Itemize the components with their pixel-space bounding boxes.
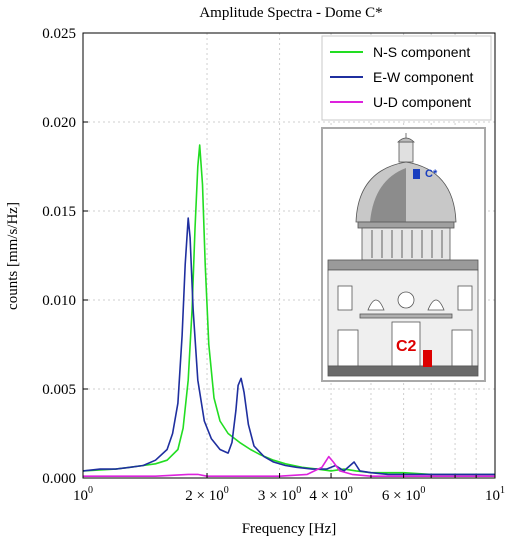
series-line-e-w-component [82,217,495,476]
sensor-c2-marker [423,350,432,367]
x-axis-label: Frequency [Hz] [242,521,337,537]
legend-label: E-W component [373,69,473,85]
x-tick-label: 2 × 100 [185,485,228,504]
sensor-c2-label: C2 [396,338,417,355]
y-tick-label: 0.005 [42,382,76,398]
dome-drawing [327,133,479,377]
y-axis-label: counts [mm/s/Hz] [5,202,21,310]
plot-frame [82,32,496,479]
x-tick-label: 101 [485,485,505,504]
legend-label: U-D component [373,94,471,110]
sensor-c-star-label: C* [425,168,438,180]
legend: N-S component E-W component U-D component [321,35,492,121]
sensor-c-star-marker [413,169,420,179]
x-tick-label: 4 × 100 [309,485,352,504]
y-tick-label: 0.025 [42,26,76,42]
legend-label: N-S component [373,44,470,60]
y-tick-label: 0.015 [42,204,76,220]
building-inset-image: C* C2 [321,127,486,382]
x-tick-label: 6 × 100 [382,485,425,504]
y-tick-label: 0.020 [42,115,76,131]
axis-ticks: 0.000 0.005 0.010 0.015 0.020 0.025 100 2 × 100… [42,26,505,504]
x-tick-label: 100 [73,485,93,504]
x-tick-label: 3 × 100 [258,485,301,504]
y-tick-label: 0.010 [42,293,76,309]
y-tick-label: 0.000 [42,471,76,487]
chart-title: Amplitude Spectra - Dome C* [199,5,382,21]
